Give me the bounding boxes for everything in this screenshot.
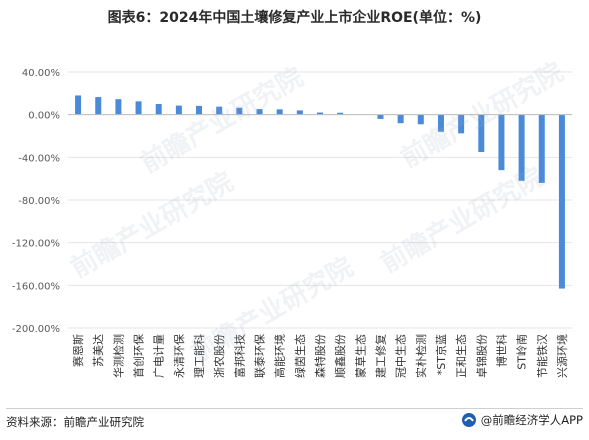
footer: 资料来源：前瞻产业研究院 @前瞻经济学人APP bbox=[0, 412, 589, 434]
bar bbox=[558, 114, 565, 289]
x-tick-label: 赛恩斯 bbox=[71, 334, 85, 367]
bar bbox=[196, 105, 203, 115]
y-tick-label: 40.00% bbox=[22, 68, 60, 79]
x-tick-label: 卓锦股份 bbox=[474, 334, 488, 378]
brand-credit: @前瞻经济学人APP bbox=[461, 412, 583, 428]
bar bbox=[337, 112, 344, 115]
x-tick-label: 森特股份 bbox=[313, 334, 327, 378]
x-tick-label: 博世科 bbox=[494, 334, 508, 367]
y-tick-label: 0.00% bbox=[28, 111, 60, 122]
bar bbox=[518, 114, 525, 181]
y-tick-label: -160.00% bbox=[12, 281, 60, 292]
bar bbox=[296, 110, 303, 115]
bar bbox=[276, 109, 283, 115]
grid-lines bbox=[68, 71, 572, 329]
x-tick-label: 苏美达 bbox=[92, 334, 105, 367]
bar bbox=[115, 99, 122, 115]
x-tick-label: 广电计量 bbox=[153, 334, 166, 378]
x-tick-label: *ST京蓝 bbox=[434, 334, 448, 375]
x-tick-label: 高能环境 bbox=[273, 334, 287, 378]
x-tick-label: 首创环保 bbox=[132, 334, 146, 378]
y-tick-label: -80.00% bbox=[18, 196, 60, 207]
y-tick-label: -40.00% bbox=[18, 153, 60, 164]
x-tick-label: 浙农股份 bbox=[212, 334, 226, 378]
bar bbox=[377, 114, 384, 119]
x-tick-label: 蒙草生态 bbox=[353, 334, 367, 378]
x-tick-label: 正和生态 bbox=[454, 334, 468, 378]
x-tick-label: ST岭南 bbox=[515, 334, 529, 370]
bar bbox=[256, 109, 263, 115]
brand-logo-icon bbox=[461, 413, 476, 427]
y-tick-label: -120.00% bbox=[12, 239, 60, 250]
brand-text: @前瞻经济学人APP bbox=[480, 413, 583, 427]
bars bbox=[75, 95, 565, 289]
x-tick-label: 实朴检测 bbox=[414, 334, 428, 378]
roe-bar-chart: 40.00% 0.00% -40.00% -80.00% -120.00% -160.00… bbox=[12, 68, 572, 378]
y-tick-label: -200.00% bbox=[12, 324, 60, 335]
bar bbox=[135, 101, 142, 115]
x-tick-label: 兴源环境 bbox=[555, 334, 569, 378]
x-tick-label: 永清环保 bbox=[172, 334, 186, 378]
bar bbox=[498, 114, 505, 171]
chart-title: 图表6：2024年中国土壤修复产业上市企业ROE(单位：%) bbox=[107, 10, 482, 26]
bar bbox=[95, 97, 102, 115]
source-note: 资料来源：前瞻产业研究院 bbox=[6, 415, 144, 429]
bar bbox=[417, 114, 424, 125]
bar bbox=[397, 114, 404, 124]
y-axis-tick-labels: 40.00% 0.00% -40.00% -80.00% -120.00% -160.00… bbox=[12, 68, 60, 335]
x-tick-label: 节能铁汉 bbox=[535, 334, 549, 378]
bar bbox=[437, 114, 444, 132]
x-tick-label: 顺鑫股份 bbox=[333, 334, 347, 378]
footer-divider bbox=[6, 408, 583, 409]
x-tick-label: 联泰环保 bbox=[253, 334, 267, 378]
x-tick-label: 冠中生态 bbox=[394, 334, 408, 378]
x-tick-label: 建工修复 bbox=[373, 334, 387, 378]
bar bbox=[317, 112, 323, 115]
bar bbox=[538, 114, 545, 183]
x-tick-label: 绿茵生态 bbox=[293, 334, 307, 378]
bar bbox=[458, 114, 465, 134]
x-axis-tick-labels: 赛恩斯 苏美达 华测检测 首创环保 广电计量 永清环保 理工能科 浙农股份 富邦科技 联泰环保 高能… bbox=[71, 334, 569, 378]
x-tick-label: 理工能科 bbox=[192, 334, 206, 378]
bar bbox=[216, 106, 223, 115]
bar bbox=[175, 105, 182, 115]
bar bbox=[236, 107, 243, 115]
x-tick-label: 华测检测 bbox=[111, 334, 125, 378]
x-tick-label: 富邦科技 bbox=[232, 334, 246, 378]
bar bbox=[155, 104, 162, 115]
bar bbox=[75, 95, 82, 115]
bar bbox=[478, 114, 485, 152]
